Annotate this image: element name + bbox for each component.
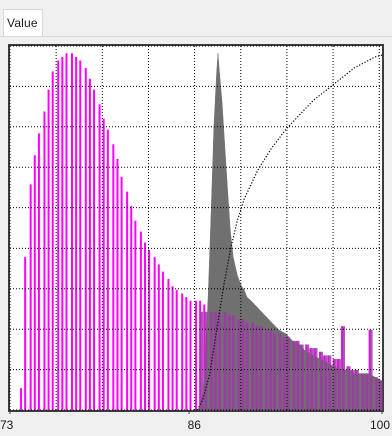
x-tick-label-min: 73 <box>0 418 14 432</box>
x-tick-label-max: 100 <box>370 418 391 432</box>
tab-value[interactable]: Value <box>3 9 43 36</box>
tab-strip: Value <box>0 0 392 37</box>
x-tick-label-mid: 86 <box>187 418 201 432</box>
